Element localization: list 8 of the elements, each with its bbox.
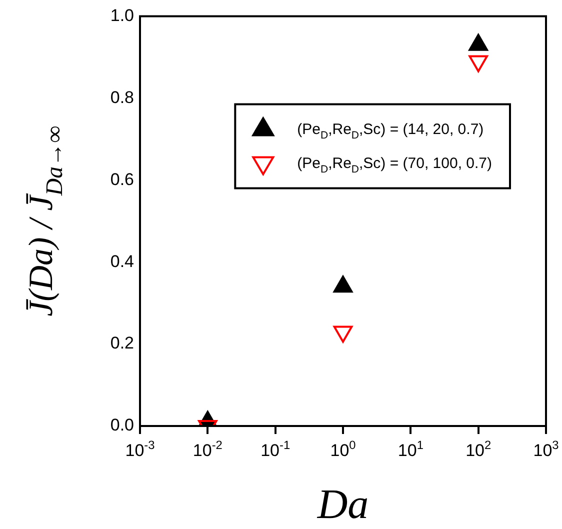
y-tick-label: 0.8 — [110, 88, 134, 107]
x-axis-title: Da — [316, 482, 369, 528]
y-tick-label: 0.2 — [110, 334, 134, 353]
y-tick-label: 1.0 — [110, 6, 134, 25]
y-tick-label: 0.4 — [110, 252, 134, 271]
y-tick-label: 0.0 — [110, 416, 134, 435]
y-axis-title: J̄(Da) / J̄Da→∞ — [23, 126, 68, 316]
y-tick-label: 0.6 — [110, 170, 134, 189]
